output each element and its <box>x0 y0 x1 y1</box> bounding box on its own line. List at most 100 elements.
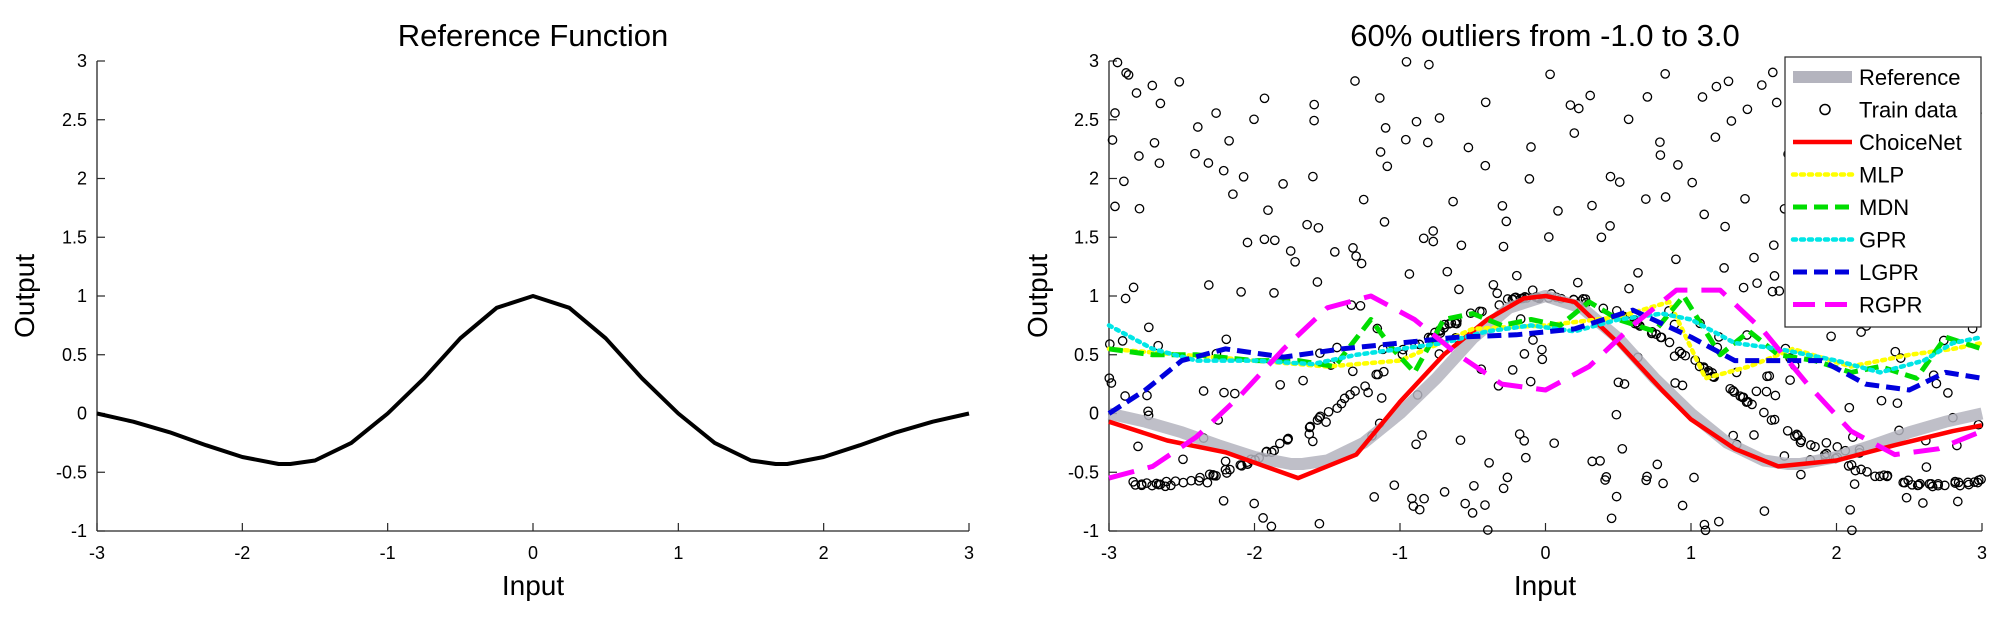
train-data-point <box>1128 282 1139 293</box>
y-tick-label: 2.5 <box>1074 110 1099 130</box>
train-data-point <box>1793 430 1803 441</box>
train-data-point <box>1950 476 1961 487</box>
train-data-point <box>1190 148 1200 159</box>
train-data-point <box>1454 284 1464 295</box>
train-data-point <box>1605 221 1615 231</box>
train-data-point <box>1700 525 1711 536</box>
x-tick-label: 0 <box>528 543 538 563</box>
train-data-point <box>1655 137 1665 148</box>
train-data-point <box>1305 421 1316 432</box>
train-data-point <box>1321 417 1331 427</box>
train-data-point <box>1170 476 1181 487</box>
train-data-point <box>1258 513 1268 523</box>
reference-function-panel: Reference Function Input Output -3 -2 -1 0 1… <box>9 18 974 601</box>
train-data-point <box>1242 237 1253 248</box>
train-data-point <box>1480 160 1491 171</box>
train-data-point <box>1404 269 1415 279</box>
train-data-point <box>1850 465 1861 476</box>
train-data-point <box>1155 98 1166 109</box>
train-data-point <box>1660 192 1671 202</box>
train-data-point <box>1428 226 1439 236</box>
train-data-point <box>1664 337 1675 348</box>
train-data-point <box>1519 349 1530 359</box>
train-data-point <box>1136 480 1147 491</box>
train-data-point <box>1862 466 1872 477</box>
train-data-point <box>1585 90 1596 101</box>
train-data-point <box>1194 475 1204 486</box>
train-data-point <box>1224 135 1234 146</box>
train-data-point <box>1375 147 1386 157</box>
train-data-point <box>1856 464 1866 475</box>
train-data-point <box>1943 388 1953 398</box>
train-data-point <box>1670 378 1681 388</box>
train-data-point <box>1511 270 1522 281</box>
train-data-point <box>1488 279 1499 290</box>
train-data-point <box>1573 103 1584 114</box>
train-data-point <box>1119 176 1129 187</box>
train-data-point <box>1677 500 1688 511</box>
train-data-point <box>1110 108 1120 118</box>
train-data-point <box>1767 67 1778 78</box>
train-data-point <box>1309 115 1319 126</box>
train-data-point <box>1655 150 1666 160</box>
x-axis-label: Input <box>1514 570 1576 601</box>
train-data-point <box>1147 480 1157 491</box>
train-data-point <box>1939 480 1950 491</box>
train-data-point <box>1263 205 1273 216</box>
x-tick-label: -2 <box>234 543 250 563</box>
train-data-point <box>1525 376 1536 387</box>
train-data-point <box>1448 196 1458 207</box>
train-data-point <box>1141 478 1152 488</box>
train-data-point <box>1117 336 1128 346</box>
train-data-point <box>1419 493 1429 504</box>
train-data-point <box>1218 165 1229 176</box>
train-data-point <box>1382 161 1393 172</box>
train-data-point <box>1759 506 1770 516</box>
series-line-rgpr <box>1108 287 1983 481</box>
x-tick-label: -2 <box>1246 543 1262 563</box>
train-data-point <box>1283 433 1294 444</box>
train-data-point <box>1655 332 1666 343</box>
train-data-point <box>1892 398 1903 409</box>
train-data-point <box>1543 232 1554 242</box>
train-data-point <box>1738 282 1749 293</box>
train-data-point <box>1285 246 1296 256</box>
train-data-point <box>1699 209 1710 220</box>
train-data-point <box>1903 475 1914 486</box>
train-data-point <box>1417 430 1427 440</box>
train-data-point <box>1805 440 1816 450</box>
train-data-point <box>1501 216 1512 227</box>
train-data-point <box>1711 81 1722 92</box>
train-data-point <box>1351 251 1361 262</box>
train-data-point <box>1770 390 1781 401</box>
train-data-point <box>1374 93 1385 103</box>
train-data-point <box>1218 495 1229 506</box>
train-data-point <box>1211 108 1221 118</box>
train-data-point <box>1455 435 1466 446</box>
train-data-point <box>1952 496 1963 507</box>
train-data-point <box>1160 481 1171 492</box>
train-data-point <box>1442 266 1453 277</box>
train-data-point <box>1600 475 1610 485</box>
train-data-point <box>1676 348 1687 359</box>
train-data-point <box>1411 439 1421 450</box>
train-data-point <box>1926 479 1937 489</box>
train-data-point <box>1870 471 1880 482</box>
train-data-point <box>1761 386 1772 397</box>
train-data-point <box>1856 327 1866 337</box>
train-data-point <box>1890 346 1901 357</box>
train-data-point <box>1360 381 1370 392</box>
train-data-point <box>1796 469 1806 480</box>
train-data-point <box>1372 323 1383 334</box>
train-data-point <box>1728 385 1738 396</box>
train-data-point <box>1514 429 1525 439</box>
y-tick-label: 0 <box>77 404 87 424</box>
train-data-point <box>1845 504 1856 515</box>
train-data-point <box>1418 233 1429 244</box>
train-data-point <box>1228 189 1238 200</box>
chart-title: Reference Function <box>398 18 669 53</box>
x-tick-label: 2 <box>1831 543 1841 563</box>
legend-label: MDN <box>1859 195 1909 220</box>
train-data-point <box>1810 441 1820 452</box>
y-axis-label: Output <box>1022 254 1053 338</box>
